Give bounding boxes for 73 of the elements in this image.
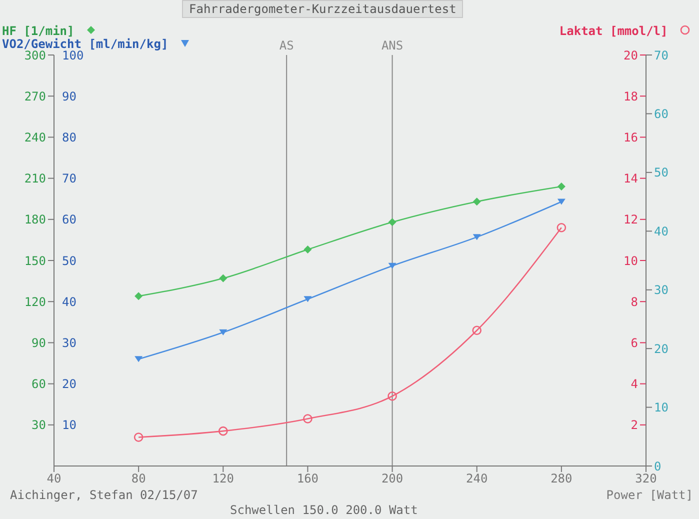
y2-tick-label: 90 — [62, 89, 76, 104]
y2-tick-label: 70 — [62, 172, 76, 186]
text: 30 — [654, 283, 668, 298]
y-tick-label: 90 — [32, 336, 46, 350]
point — [134, 432, 144, 442]
point — [556, 222, 566, 232]
x-tick-label: 80 — [131, 472, 146, 486]
y2-tick-label: 80 — [62, 130, 76, 144]
x-axis-title: Power [Watt] — [606, 488, 693, 502]
point — [388, 391, 397, 401]
x-tick-label: 320 — [635, 472, 657, 486]
text: 50 — [654, 166, 668, 180]
y-tick-label: 210 — [24, 172, 46, 186]
y2-tick-label: 30 — [62, 336, 76, 350]
point — [134, 356, 143, 362]
y2-tick-label: 10 — [62, 418, 76, 432]
y-tick-label: 270 — [24, 89, 46, 104]
point — [472, 198, 481, 206]
point — [472, 326, 482, 336]
y3-tick-label: 6 — [630, 336, 638, 350]
point — [134, 292, 143, 300]
x-tick-label: 120 — [212, 472, 234, 486]
y-tick-label: 30 — [32, 418, 46, 432]
y2-tick-label: 40 — [62, 294, 76, 309]
text: 40 — [654, 224, 668, 238]
text: 60 — [654, 106, 668, 121]
point — [388, 218, 396, 226]
y3-tick-label: 20 — [624, 48, 638, 62]
y2-tick-label: 20 — [62, 377, 76, 392]
y-axis-title: HF [1/min] — [2, 24, 76, 38]
y-tick-label: 60 — [32, 377, 46, 392]
y-tick-label: 180 — [24, 212, 46, 227]
ref-line-label: ANS — [381, 38, 404, 53]
y2-tick-label: 60 — [62, 212, 76, 227]
x-tick-label: 240 — [466, 472, 488, 486]
y-tick-label: 150 — [24, 254, 46, 268]
y3-tick-label: 14 — [624, 172, 638, 186]
point — [219, 274, 228, 282]
y2-axis-title: VO2/Gewicht [ml/min/kg] — [2, 37, 170, 51]
point — [388, 262, 396, 269]
x-tick-label: 160 — [296, 472, 319, 486]
x-tick-label: 200 — [381, 472, 404, 486]
text: 10 — [654, 400, 668, 415]
text: 70 — [654, 48, 668, 62]
y3-tick-label: 10 — [624, 254, 638, 268]
y-tick-label: 240 — [24, 130, 46, 144]
y-tick-label: 120 — [24, 294, 46, 309]
point — [218, 426, 228, 436]
text: Schwellen 150.0 200.0 Watt — [230, 503, 418, 517]
y3-tick-label: 2 — [630, 418, 638, 432]
y3-tick-label: 4 — [630, 377, 638, 392]
point — [557, 198, 566, 205]
point — [557, 182, 566, 191]
y3-axis-title: Laktat [mmol/l] — [559, 24, 669, 38]
y3-tick-label: 16 — [624, 130, 638, 144]
point — [303, 414, 312, 424]
text: Aichinger, Stefan 02/15/07 — [10, 488, 198, 502]
y3-tick-label: 12 — [624, 212, 638, 227]
text: 0 — [654, 459, 662, 474]
point — [219, 329, 228, 336]
y2-tick-label: 50 — [62, 254, 76, 268]
y-tick-label: 300 — [24, 48, 46, 62]
y2-tick-label: 100 — [62, 48, 84, 62]
text: 20 — [654, 342, 668, 356]
ref-line-label: AS — [279, 38, 294, 53]
point — [304, 296, 312, 302]
x-tick-label: 40 — [46, 472, 62, 486]
y3-tick-label: 18 — [624, 89, 638, 104]
x-tick-label: 280 — [550, 472, 572, 486]
point — [472, 234, 481, 240]
chart-title: Fahrradergometer-Kurzzeitausdauertest — [182, 0, 464, 18]
point — [304, 246, 312, 254]
y3-tick-label: 8 — [630, 294, 638, 309]
